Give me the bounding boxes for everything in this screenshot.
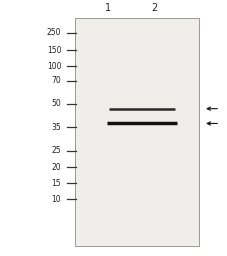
Text: 250: 250 (47, 28, 61, 37)
Bar (75, 18, 199, 246)
Text: 100: 100 (47, 62, 61, 71)
Text: 70: 70 (52, 76, 61, 85)
Text: 15: 15 (52, 179, 61, 188)
Text: 50: 50 (52, 99, 61, 108)
Text: 35: 35 (52, 123, 61, 132)
Text: 1: 1 (105, 3, 111, 13)
Text: 10: 10 (52, 195, 61, 204)
Text: 25: 25 (52, 146, 61, 155)
Text: 20: 20 (52, 163, 61, 172)
Text: 150: 150 (47, 46, 61, 55)
Text: 2: 2 (151, 3, 158, 13)
